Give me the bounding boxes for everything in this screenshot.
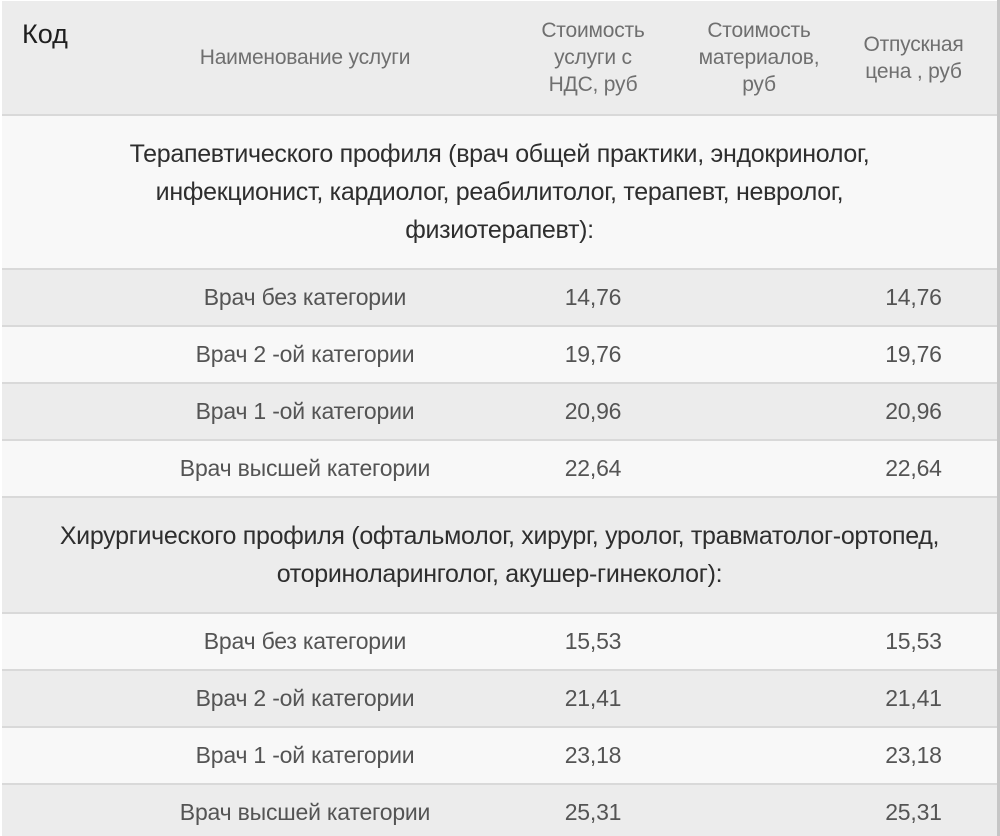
cell-code — [2, 383, 112, 440]
cell-cost-vat: 19,76 — [564, 341, 622, 367]
cell-cost-vat: 21,41 — [564, 685, 622, 711]
column-header-selling-price: Отпускная цена , руб — [863, 32, 964, 83]
cell-cost-vat: 22,64 — [564, 455, 622, 481]
cell-name: Врач высшей категории — [179, 455, 431, 481]
cell-materials — [688, 613, 830, 670]
cell-price: 22,64 — [885, 455, 942, 481]
table-row: Врач 2 -ой категории 21,41 21,41 — [2, 670, 997, 727]
cell-price: 20,96 — [885, 398, 942, 424]
cell-materials — [688, 670, 830, 727]
table-body: Терапевтического профиля (врач общей пра… — [2, 115, 997, 836]
cell-code — [2, 326, 112, 383]
table-row: Врач высшей категории 22,64 22,64 — [2, 440, 997, 497]
column-header-cost-with-vat: Стоимость услуги с НДС, руб — [541, 19, 645, 96]
cell-name: Врач без категории — [203, 628, 407, 654]
cell-materials — [688, 383, 830, 440]
cell-cost-vat: 15,53 — [564, 628, 622, 654]
cell-name: Врач высшей категории — [179, 799, 431, 825]
cell-materials — [688, 727, 830, 784]
table-row: Врач высшей категории 25,31 25,31 — [2, 784, 997, 836]
cell-cost-vat: 14,76 — [564, 284, 622, 310]
cell-name: Врач без категории — [203, 284, 407, 310]
section-header-row: Хирургического профиля (офтальмолог, хир… — [2, 497, 997, 613]
cell-price: 23,18 — [885, 742, 942, 768]
cell-cost-vat: 20,96 — [564, 398, 622, 424]
table-header: Код Наименование услуги Стоимость услуги… — [2, 1, 997, 115]
cell-code — [2, 613, 112, 670]
cell-materials — [688, 269, 830, 326]
cell-materials — [688, 784, 830, 836]
column-header-code: Код — [22, 19, 68, 49]
cell-price: 15,53 — [885, 628, 942, 654]
table-row: Врач 1 -ой категории 23,18 23,18 — [2, 727, 997, 784]
cell-price: 14,76 — [885, 284, 942, 310]
cell-materials — [688, 326, 830, 383]
cell-cost-vat: 23,18 — [564, 742, 622, 768]
cell-price: 25,31 — [885, 799, 942, 825]
section-title: Хирургического профиля (офтальмолог, хир… — [59, 522, 940, 588]
cell-name: Врач 2 -ой категории — [195, 341, 415, 367]
cell-materials — [688, 440, 830, 497]
cell-price: 21,41 — [885, 685, 942, 711]
cell-price: 19,76 — [885, 341, 942, 367]
table-row: Врач 2 -ой категории 19,76 19,76 — [2, 326, 997, 383]
cell-code — [2, 670, 112, 727]
cell-name: Врач 2 -ой категории — [195, 685, 415, 711]
cell-cost-vat: 25,31 — [564, 799, 622, 825]
section-title: Терапевтического профиля (врач общей пра… — [129, 140, 870, 244]
table-row: Врач 1 -ой категории 20,96 20,96 — [2, 383, 997, 440]
cell-code — [2, 269, 112, 326]
table-row: Врач без категории 15,53 15,53 — [2, 613, 997, 670]
cell-code — [2, 727, 112, 784]
right-edge-strip — [997, 0, 1000, 836]
column-header-service-name: Наименование услуги — [199, 46, 411, 69]
table-header-row: Код Наименование услуги Стоимость услуги… — [2, 1, 997, 115]
cell-code — [2, 784, 112, 836]
cell-name: Врач 1 -ой категории — [195, 398, 415, 424]
table-row: Врач без категории 14,76 14,76 — [2, 269, 997, 326]
section-header-row: Терапевтического профиля (врач общей пра… — [2, 115, 997, 269]
cell-code — [2, 440, 112, 497]
cell-name: Врач 1 -ой категории — [195, 742, 415, 768]
column-header-materials-cost: Стоимость материалов, руб — [698, 19, 820, 96]
